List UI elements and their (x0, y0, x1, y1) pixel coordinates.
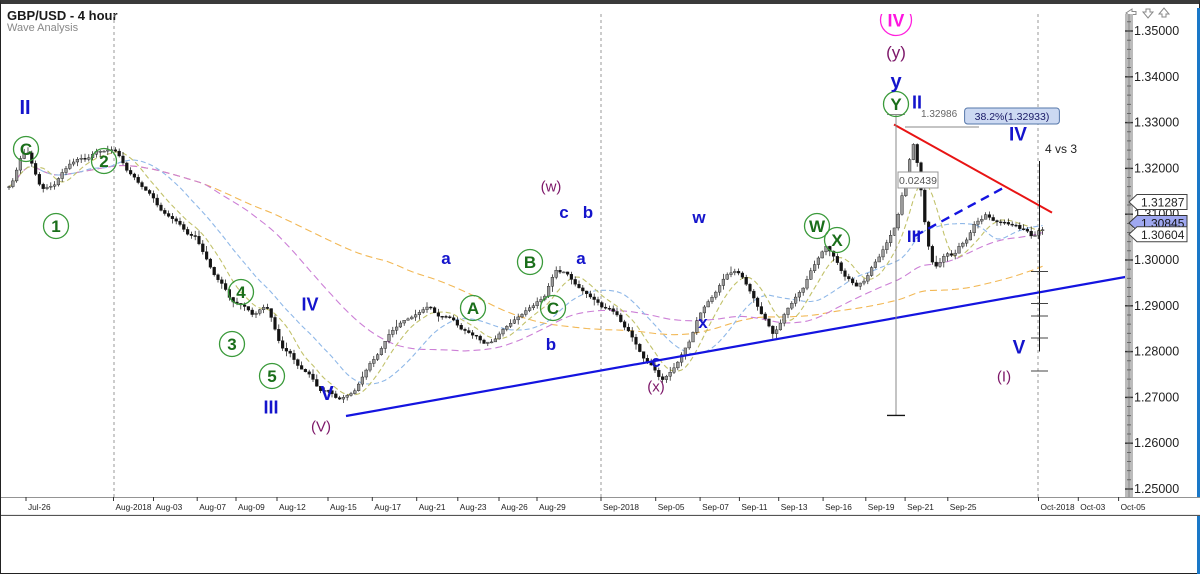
svg-text:1.33000: 1.33000 (1134, 116, 1179, 130)
svg-text:A: A (467, 299, 479, 318)
svg-text:B: B (524, 253, 536, 272)
svg-text:1.28000: 1.28000 (1134, 345, 1179, 359)
svg-text:V: V (1013, 338, 1026, 359)
svg-text:b: b (546, 335, 556, 354)
svg-text:(x): (x) (647, 378, 665, 395)
svg-text:Sep-19: Sep-19 (868, 502, 895, 512)
svg-text:5: 5 (267, 367, 276, 386)
svg-text:III: III (263, 397, 278, 417)
svg-text:II: II (19, 97, 30, 119)
svg-text:1.31287: 1.31287 (1141, 196, 1185, 210)
svg-text:C: C (20, 140, 32, 159)
svg-text:III: III (907, 227, 921, 246)
svg-text:a: a (576, 249, 586, 268)
svg-text:W: W (809, 217, 826, 236)
svg-text:Oct-2018: Oct-2018 (1041, 502, 1076, 512)
svg-text:1.26000: 1.26000 (1134, 436, 1179, 450)
svg-text:c: c (559, 203, 568, 222)
svg-text:(I): (I) (997, 368, 1011, 385)
svg-text:1: 1 (51, 217, 60, 236)
svg-text:4: 4 (236, 283, 246, 302)
svg-text:V: V (320, 383, 334, 405)
svg-text:y: y (890, 71, 902, 93)
svg-text:1.34000: 1.34000 (1134, 70, 1179, 84)
svg-text:Aug-12: Aug-12 (279, 502, 306, 512)
svg-text:C: C (547, 299, 559, 318)
svg-text:Sep-11: Sep-11 (741, 502, 768, 512)
svg-text:3: 3 (227, 335, 236, 354)
svg-text:(w): (w) (541, 178, 562, 195)
svg-text:1.35000: 1.35000 (1134, 24, 1179, 38)
svg-text:Sep-2018: Sep-2018 (603, 502, 639, 512)
svg-text:x: x (698, 313, 708, 332)
svg-text:Sep-25: Sep-25 (950, 502, 977, 512)
svg-text:Oct-03: Oct-03 (1080, 502, 1105, 512)
svg-text:X: X (831, 231, 843, 250)
svg-text:2: 2 (99, 152, 108, 171)
svg-text:1.32000: 1.32000 (1134, 161, 1179, 175)
svg-text:1.30604: 1.30604 (1141, 228, 1185, 242)
svg-text:(y): (y) (886, 43, 906, 62)
svg-text:a: a (441, 249, 451, 268)
svg-text:1.30000: 1.30000 (1134, 253, 1179, 267)
svg-text:(V): (V) (311, 418, 331, 435)
svg-text:Aug-26: Aug-26 (501, 502, 528, 512)
svg-text:38.2%(1.32933): 38.2%(1.32933) (975, 111, 1050, 123)
svg-text:Oct-05: Oct-05 (1121, 502, 1146, 512)
svg-text:Aug-07: Aug-07 (199, 502, 226, 512)
svg-text:Sep-13: Sep-13 (781, 502, 808, 512)
svg-text:4 vs 3: 4 vs 3 (1045, 142, 1077, 156)
svg-text:Aug-21: Aug-21 (419, 502, 446, 512)
svg-text:Aug-17: Aug-17 (374, 502, 401, 512)
svg-text:1.29000: 1.29000 (1134, 299, 1179, 313)
svg-text:1.25000: 1.25000 (1134, 482, 1179, 496)
svg-text:Jul-26: Jul-26 (28, 502, 51, 512)
svg-text:Aug-03: Aug-03 (156, 502, 183, 512)
svg-text:Aug-15: Aug-15 (330, 502, 357, 512)
svg-text:IV: IV (301, 294, 318, 314)
svg-text:Aug-2018: Aug-2018 (116, 502, 152, 512)
svg-text:1.27000: 1.27000 (1134, 390, 1179, 404)
svg-text:Aug-29: Aug-29 (539, 502, 566, 512)
svg-text:IV: IV (887, 14, 904, 31)
svg-text:Aug-09: Aug-09 (238, 502, 265, 512)
svg-text:1.32986: 1.32986 (921, 109, 958, 120)
svg-text:Sep-16: Sep-16 (825, 502, 852, 512)
svg-text:c: c (651, 352, 660, 371)
svg-text:Sep-07: Sep-07 (702, 502, 729, 512)
svg-text:Aug-23: Aug-23 (460, 502, 487, 512)
svg-text:IV: IV (1009, 125, 1027, 146)
svg-text:0.02439: 0.02439 (899, 175, 937, 187)
svg-text:Y: Y (890, 95, 902, 114)
svg-text:b: b (583, 203, 593, 222)
svg-text:Sep-05: Sep-05 (658, 502, 685, 512)
svg-text:w: w (691, 208, 706, 227)
svg-text:Sep-21: Sep-21 (907, 502, 934, 512)
